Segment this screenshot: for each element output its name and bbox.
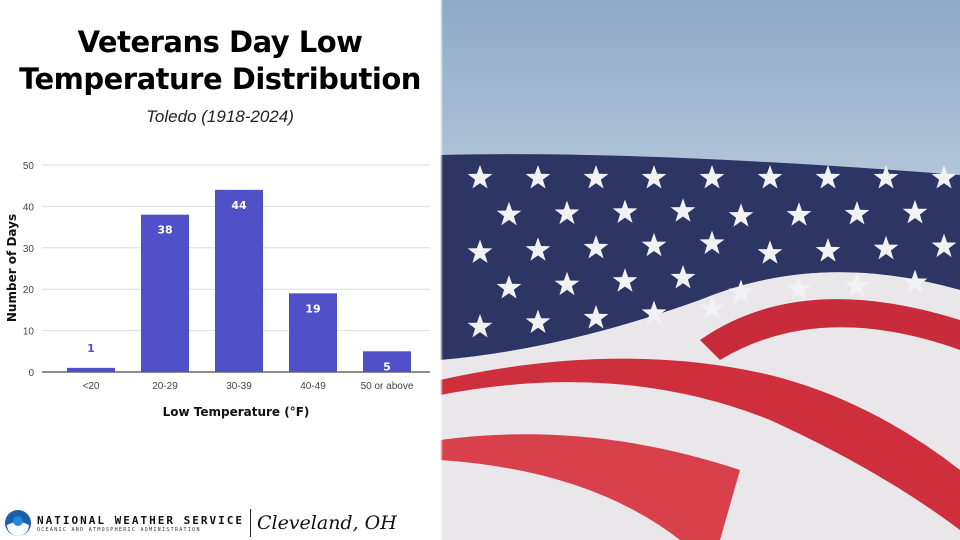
divider xyxy=(249,509,251,537)
data-label: 44 xyxy=(231,199,247,212)
american-flag-photo xyxy=(440,0,960,540)
bar xyxy=(141,214,189,372)
star-icon xyxy=(525,237,551,261)
x-tick-label: <20 xyxy=(83,381,100,392)
y-tick-label: 0 xyxy=(28,368,34,379)
title-line-2: Temperature Distribution xyxy=(19,62,421,96)
star-icon xyxy=(641,165,667,189)
star-icon xyxy=(728,279,754,304)
subtitle: Toledo (1918-2024) xyxy=(146,107,294,126)
star-icon xyxy=(699,230,725,255)
bar xyxy=(67,367,115,372)
star-icon xyxy=(554,200,580,225)
star-icon xyxy=(583,235,609,259)
bar xyxy=(289,293,337,372)
x-tick-label: 20-29 xyxy=(152,381,178,392)
star-icon xyxy=(583,165,609,189)
star-icon xyxy=(670,265,696,289)
office-name: Cleveland, OH xyxy=(256,512,397,534)
data-label: 1 xyxy=(87,342,95,355)
org-name: NATIONAL WEATHER SERVICE xyxy=(37,513,244,527)
star-icon xyxy=(641,232,667,257)
x-tick-label: 30-39 xyxy=(226,381,252,392)
x-axis-title: Low Temperature (°F) xyxy=(163,405,310,419)
y-axis-title: Number of Days xyxy=(5,214,19,322)
nws-footer: NATIONAL WEATHER SERVICE OCEANIC AND ATM… xyxy=(4,508,397,538)
star-icon xyxy=(670,198,696,222)
star-icon xyxy=(931,233,957,258)
star-icon xyxy=(931,165,957,189)
star-icon xyxy=(641,300,667,325)
star-icon xyxy=(815,238,841,262)
star-icon xyxy=(583,305,609,329)
title-line-1: Veterans Day Low xyxy=(77,25,363,59)
star-icon xyxy=(699,165,725,189)
org-subname: OCEANIC AND ATMOSPHERIC ADMINISTRATION xyxy=(37,526,201,533)
y-tick-label: 30 xyxy=(23,244,35,255)
nws-name: NATIONAL WEATHER SERVICE OCEANIC AND ATM… xyxy=(37,514,244,533)
star-icon xyxy=(496,275,522,299)
star-icon xyxy=(844,272,870,297)
star-icon xyxy=(757,240,783,264)
star-icon xyxy=(902,269,928,294)
star-icon xyxy=(612,199,638,223)
y-tick-label: 20 xyxy=(23,285,35,296)
bar-chart: 0 10 20 30 40 50 1 <20 38 20-29 44 30-39 19 40-49 5 50 … xyxy=(5,161,430,419)
noaa-logo-icon xyxy=(5,510,31,536)
data-label: 38 xyxy=(157,224,172,237)
y-tick-label: 40 xyxy=(23,202,35,213)
y-tick-label: 50 xyxy=(23,161,35,172)
x-tick-label: 40-49 xyxy=(300,381,326,392)
star-icon xyxy=(786,276,812,300)
bar xyxy=(215,189,263,372)
star-icon xyxy=(728,203,754,227)
star-icon xyxy=(525,165,551,189)
y-tick-label: 10 xyxy=(23,327,35,338)
star-icon xyxy=(757,165,783,189)
star-icon xyxy=(699,296,725,320)
star-icon xyxy=(554,271,580,296)
star-icon xyxy=(786,202,812,226)
data-label: 5 xyxy=(383,360,391,373)
bar xyxy=(363,351,411,372)
x-tick-label: 50 or above xyxy=(361,381,414,392)
star-icon xyxy=(815,165,841,189)
star-icon xyxy=(496,201,522,226)
star-icon xyxy=(873,165,899,189)
star-icon xyxy=(612,268,638,292)
star-icon xyxy=(902,199,928,224)
data-label: 19 xyxy=(305,302,320,315)
star-icon xyxy=(525,309,551,333)
page-title: Veterans Day Low Temperature Distribution xyxy=(0,24,440,98)
star-icon xyxy=(873,235,899,260)
star-icon xyxy=(844,201,870,225)
